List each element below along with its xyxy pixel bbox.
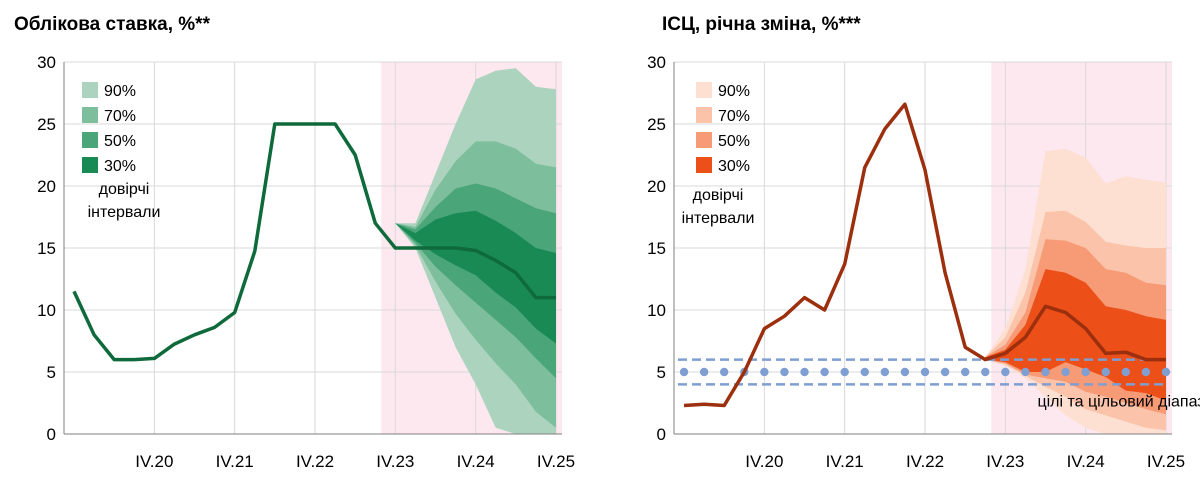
- target-point: [880, 367, 890, 377]
- chart-1: цілі та цільовий діапазон інфляції 0 5 10 15…: [647, 53, 1200, 471]
- target-point: [1021, 367, 1030, 377]
- target-point: [1161, 367, 1171, 377]
- chart-title-policy-rate: Облікова ставка, %**: [14, 14, 210, 35]
- target-point: [780, 367, 789, 377]
- target-point: [981, 367, 990, 377]
- legend-swatch: [696, 157, 712, 173]
- x-tick-label: IV.24: [457, 452, 495, 471]
- legend: 90% 70% 50% 30% довірчі інтервали: [82, 82, 160, 221]
- legend-label: 70%: [718, 108, 750, 125]
- x-tick-label: IV.23: [376, 452, 414, 471]
- legend-swatch: [696, 107, 712, 123]
- y-tick-label: 25: [647, 115, 666, 134]
- target-point: [1041, 367, 1050, 377]
- chart-0: 0 5 10 15 20 25 30 IV.20 IV.21 IV.22 IV.23 IV.24 IV.…: [37, 53, 575, 471]
- legend-note: довірчі: [693, 187, 744, 204]
- legend-swatch: [82, 107, 98, 123]
- x-tick-label: IV.20: [135, 452, 173, 471]
- legend-note: інтервали: [682, 210, 755, 227]
- x-tick-label: IV.25: [1147, 452, 1185, 471]
- target-point: [720, 367, 729, 377]
- y-tick-label: 0: [47, 425, 56, 444]
- target-point: [820, 367, 829, 377]
- y-tick-label: 5: [47, 363, 56, 382]
- x-tick-label: IV.25: [537, 452, 575, 471]
- target-point: [900, 367, 910, 377]
- series-line: [72, 122, 556, 362]
- y-tick-label: 30: [37, 53, 56, 72]
- x-tick-label: IV.22: [906, 452, 944, 471]
- y-tick-label: 15: [647, 239, 666, 258]
- y-tick-label: 0: [657, 425, 666, 444]
- target-point: [860, 367, 869, 377]
- target-point: [940, 367, 950, 377]
- x-tick-label: IV.22: [296, 452, 334, 471]
- legend-swatch: [82, 157, 98, 173]
- legend-label: 30%: [104, 158, 136, 175]
- legend-label: 90%: [718, 83, 750, 100]
- target-point: [679, 367, 689, 377]
- target-point: [1141, 367, 1151, 377]
- legend-swatch: [696, 82, 712, 98]
- target-point: [1101, 367, 1110, 377]
- legend-note: довірчі: [99, 181, 150, 198]
- chart-title-cpi: ІСЦ, річна зміна, %***: [662, 14, 861, 35]
- legend-label: 70%: [104, 108, 136, 125]
- y-tick-label: 10: [37, 301, 56, 320]
- legend-swatch: [82, 132, 98, 148]
- x-tick-label: IV.24: [1067, 452, 1105, 471]
- y-tick-label: 5: [657, 363, 666, 382]
- target-point: [760, 367, 769, 377]
- legend-label: 30%: [718, 158, 750, 175]
- x-tick-label: IV.23: [986, 452, 1024, 471]
- target-point: [800, 367, 809, 377]
- y-tick-label: 25: [37, 115, 56, 134]
- target-point: [960, 367, 970, 377]
- x-tick-label: IV.20: [745, 452, 783, 471]
- legend: 90% 70% 50% 30% довірчі інтервали: [682, 82, 755, 227]
- y-tick-label: 20: [37, 177, 56, 196]
- series-line: [683, 102, 1166, 408]
- target-point: [840, 367, 849, 377]
- target-point: [1061, 367, 1070, 377]
- y-tick-label: 30: [647, 53, 666, 72]
- target-point: [699, 367, 709, 377]
- y-tick-label: 10: [647, 301, 666, 320]
- legend-swatch: [696, 132, 712, 148]
- target-point: [920, 367, 930, 377]
- y-tick-label: 15: [37, 239, 56, 258]
- legend-note: інтервали: [88, 204, 161, 221]
- legend-swatch: [82, 82, 98, 98]
- x-tick-label: IV.21: [826, 452, 864, 471]
- fan-band-30pct: [985, 269, 1166, 401]
- target-label: цілі та цільовий діапазон інфляції: [1037, 394, 1200, 411]
- legend-label: 50%: [104, 133, 136, 150]
- fan-band-30pct: [395, 210, 556, 344]
- x-tick-label: IV.21: [216, 452, 254, 471]
- y-tick-label: 20: [647, 177, 666, 196]
- legend-label: 50%: [718, 133, 750, 150]
- legend-label: 90%: [104, 83, 136, 100]
- target-point: [1121, 367, 1131, 377]
- target-point: [1081, 367, 1090, 377]
- target-point: [1001, 367, 1010, 377]
